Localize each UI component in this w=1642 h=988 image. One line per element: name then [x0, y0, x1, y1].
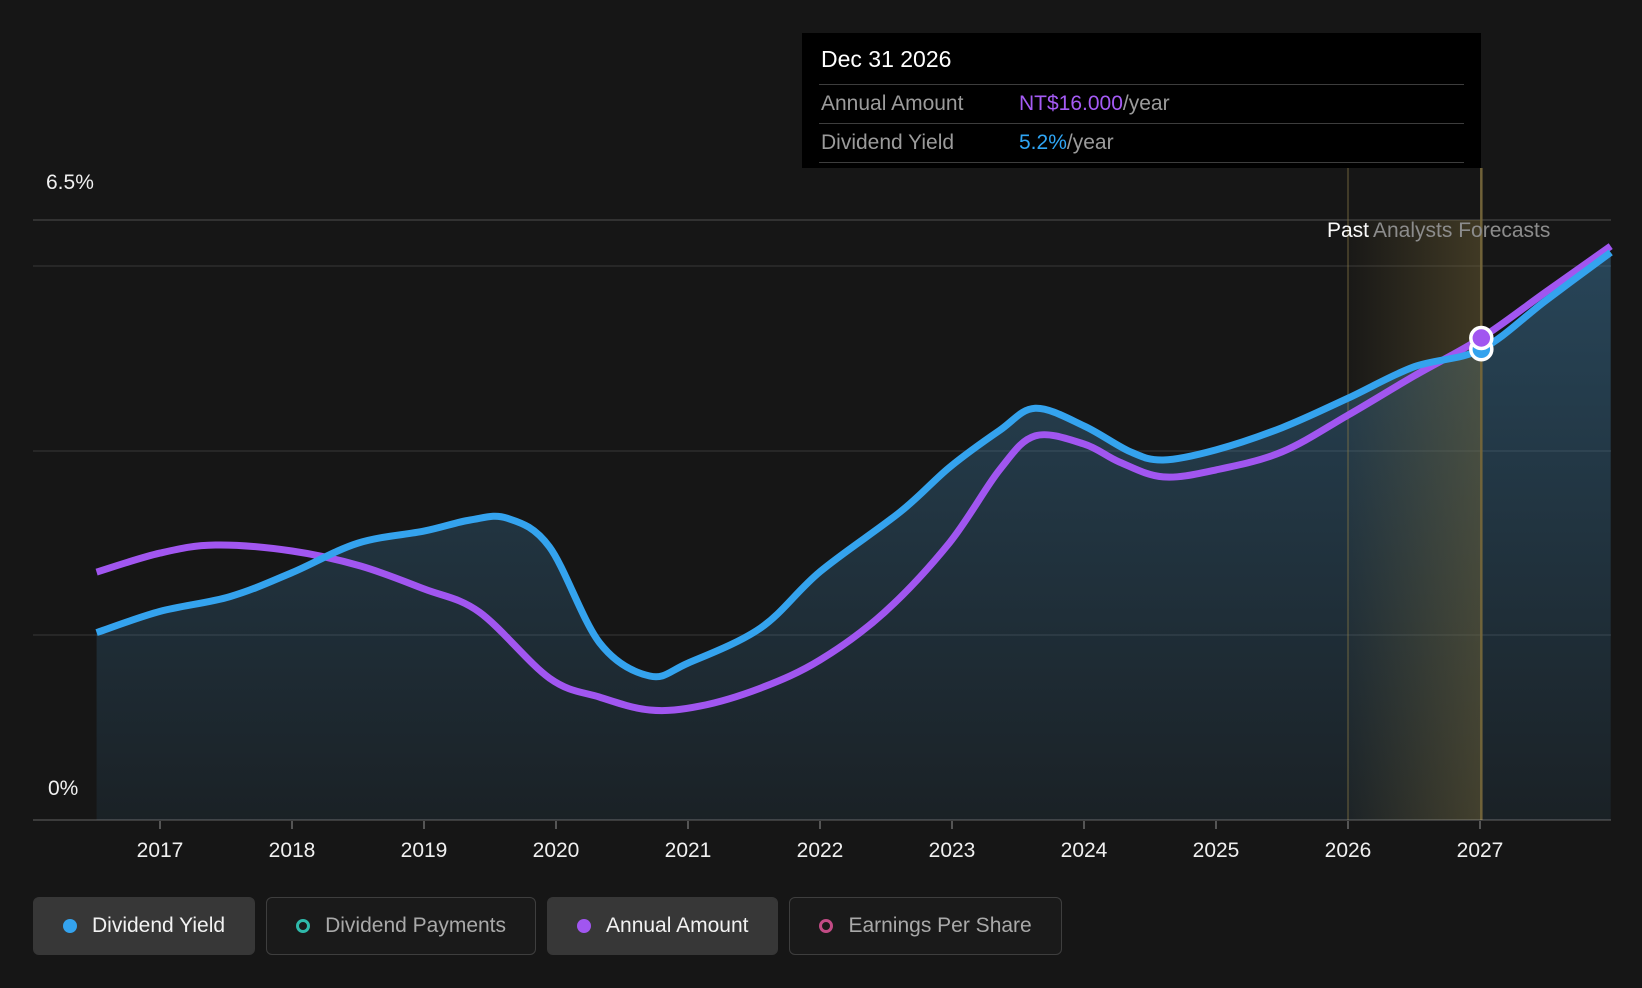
svg-text:2019: 2019 — [401, 839, 448, 862]
legend-label: Dividend Payments — [325, 914, 507, 937]
tooltip-value: 5.2% — [1019, 131, 1067, 154]
annual-amount-dot-icon — [577, 919, 592, 933]
tooltip-label: Dividend Yield — [821, 131, 955, 154]
forecast-band — [1348, 220, 1482, 820]
tooltip-value: NT$16.000 — [1019, 92, 1123, 115]
tooltip-row-dividend-yield: Dividend Yield 5.2%/year — [819, 123, 1464, 163]
analysts-forecasts-label: Analysts Forecasts — [1373, 219, 1551, 242]
svg-text:2026: 2026 — [1325, 839, 1372, 862]
svg-text:2021: 2021 — [665, 839, 712, 862]
svg-text:2020: 2020 — [533, 839, 580, 862]
dividend-yield-dot-icon — [63, 919, 77, 933]
svg-text:2027: 2027 — [1457, 839, 1504, 862]
svg-text:2025: 2025 — [1193, 839, 1240, 862]
annual-amount-line — [95, 243, 1613, 715]
earnings-per-share-ring-icon — [819, 919, 834, 933]
annual-amount-marker[interactable] — [1469, 325, 1494, 351]
x-tick-labels: 2017 2018 2019 2020 2021 2022 2023 2024 2025 2026… — [137, 839, 1504, 862]
svg-text:2023: 2023 — [929, 839, 976, 862]
legend-label: Earnings Per Share — [848, 914, 1032, 937]
legend-item-earnings-per-share[interactable]: Earnings Per Share — [789, 897, 1062, 955]
legend-label: Dividend Yield — [92, 914, 226, 937]
tooltip-suffix: /year — [1122, 92, 1170, 115]
tooltip-suffix: /year — [1066, 131, 1114, 154]
tooltip-label: Annual Amount — [821, 92, 964, 115]
yield-area — [96, 252, 1611, 820]
svg-text:2018: 2018 — [269, 839, 316, 862]
chart-tooltip: Dec 31 2026 Annual Amount NT$16.000/year… — [802, 33, 1481, 168]
past-label: Past — [1326, 219, 1370, 242]
svg-text:2024: 2024 — [1061, 839, 1108, 862]
x-ticks — [159, 821, 1481, 829]
svg-text:2022: 2022 — [797, 839, 844, 862]
legend: Dividend Yield Dividend Payments Annual … — [33, 897, 1062, 955]
legend-label: Annual Amount — [606, 914, 749, 937]
legend-item-annual-amount[interactable]: Annual Amount — [547, 897, 779, 955]
x-axis: 2017 2018 2019 2020 2021 2022 2023 2024 2025 2026… — [33, 819, 1611, 862]
tooltip-row-annual-amount: Annual Amount NT$16.000/year — [819, 84, 1464, 123]
legend-item-dividend-payments[interactable]: Dividend Payments — [266, 897, 537, 955]
tooltip-date: Dec 31 2026 — [821, 46, 952, 72]
y-axis-min-label: 0% — [48, 777, 79, 800]
dividend-payments-ring-icon — [296, 919, 311, 933]
y-axis-max-label: 6.5% — [46, 171, 94, 194]
legend-item-dividend-yield[interactable]: Dividend Yield — [33, 897, 256, 955]
dividend-yield-line — [95, 249, 1613, 681]
svg-text:2017: 2017 — [137, 839, 184, 862]
